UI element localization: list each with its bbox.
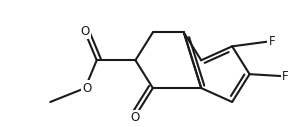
Text: O: O [81, 25, 90, 38]
Text: F: F [268, 35, 275, 48]
Text: F: F [282, 69, 289, 83]
Text: O: O [82, 82, 92, 95]
Text: O: O [131, 111, 140, 124]
